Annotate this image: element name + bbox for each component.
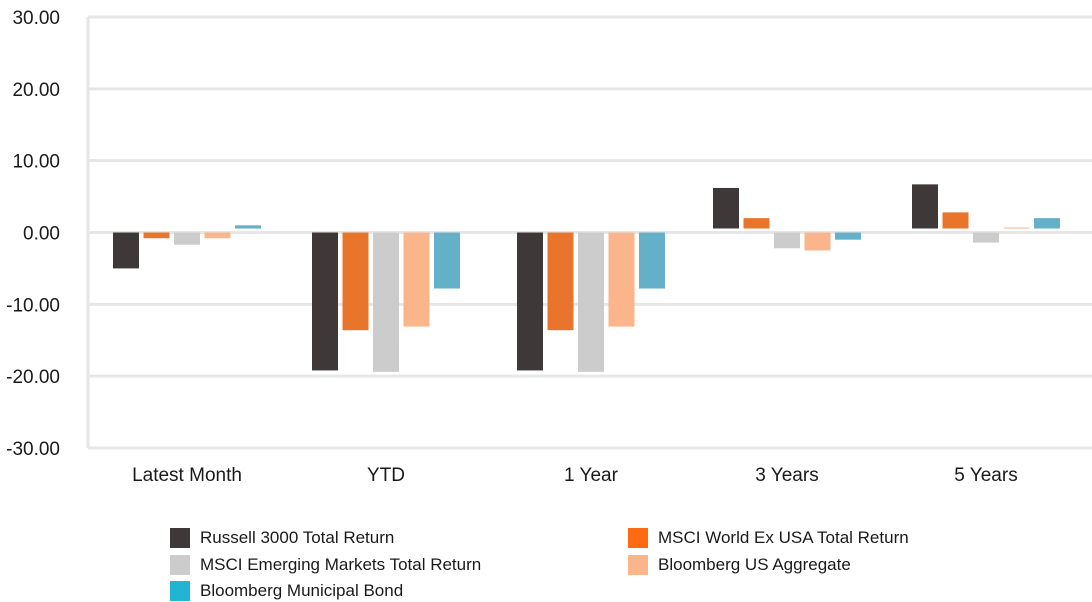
y-tick-label: 20.00 — [12, 80, 60, 101]
x-axis: Latest Month YTD 1 Year 3 Years 5 Years — [132, 465, 1018, 486]
y-tick-label: 0.00 — [23, 224, 60, 245]
x-tick-label: 5 Years — [954, 465, 1017, 486]
bar — [235, 225, 261, 229]
y-axis: 30.00 20.00 10.00 0.00 -10.00 -20.00 -30.00 — [6, 8, 60, 460]
bar — [713, 187, 739, 229]
bar — [204, 232, 231, 239]
bar — [373, 232, 399, 372]
bar — [517, 232, 543, 371]
bar — [342, 232, 369, 331]
bar — [403, 232, 430, 327]
bar — [174, 232, 200, 245]
bar — [912, 184, 938, 229]
bar — [804, 232, 831, 251]
bar — [1003, 227, 1030, 229]
bar — [639, 232, 665, 289]
bar — [578, 232, 604, 372]
bar — [434, 232, 460, 289]
y-tick-label: 10.00 — [12, 152, 60, 173]
y-tick-label: -20.00 — [6, 367, 60, 388]
x-tick-label: 3 Years — [755, 465, 818, 486]
bar — [143, 232, 170, 239]
bar — [774, 232, 800, 249]
bar — [547, 232, 574, 331]
bars — [113, 184, 1060, 372]
x-tick-label: YTD — [367, 465, 405, 486]
bar — [973, 232, 999, 243]
bar — [942, 212, 969, 229]
bar — [743, 218, 770, 229]
bar — [312, 232, 338, 371]
bar — [608, 232, 635, 327]
y-tick-label: -10.00 — [6, 295, 60, 316]
bar — [835, 232, 861, 240]
y-tick-label: -30.00 — [6, 439, 60, 460]
y-tick-label: 30.00 — [12, 8, 60, 29]
x-tick-label: Latest Month — [132, 465, 242, 486]
x-tick-label: 1 Year — [564, 465, 619, 486]
bar — [113, 232, 139, 269]
bar — [1034, 218, 1060, 229]
